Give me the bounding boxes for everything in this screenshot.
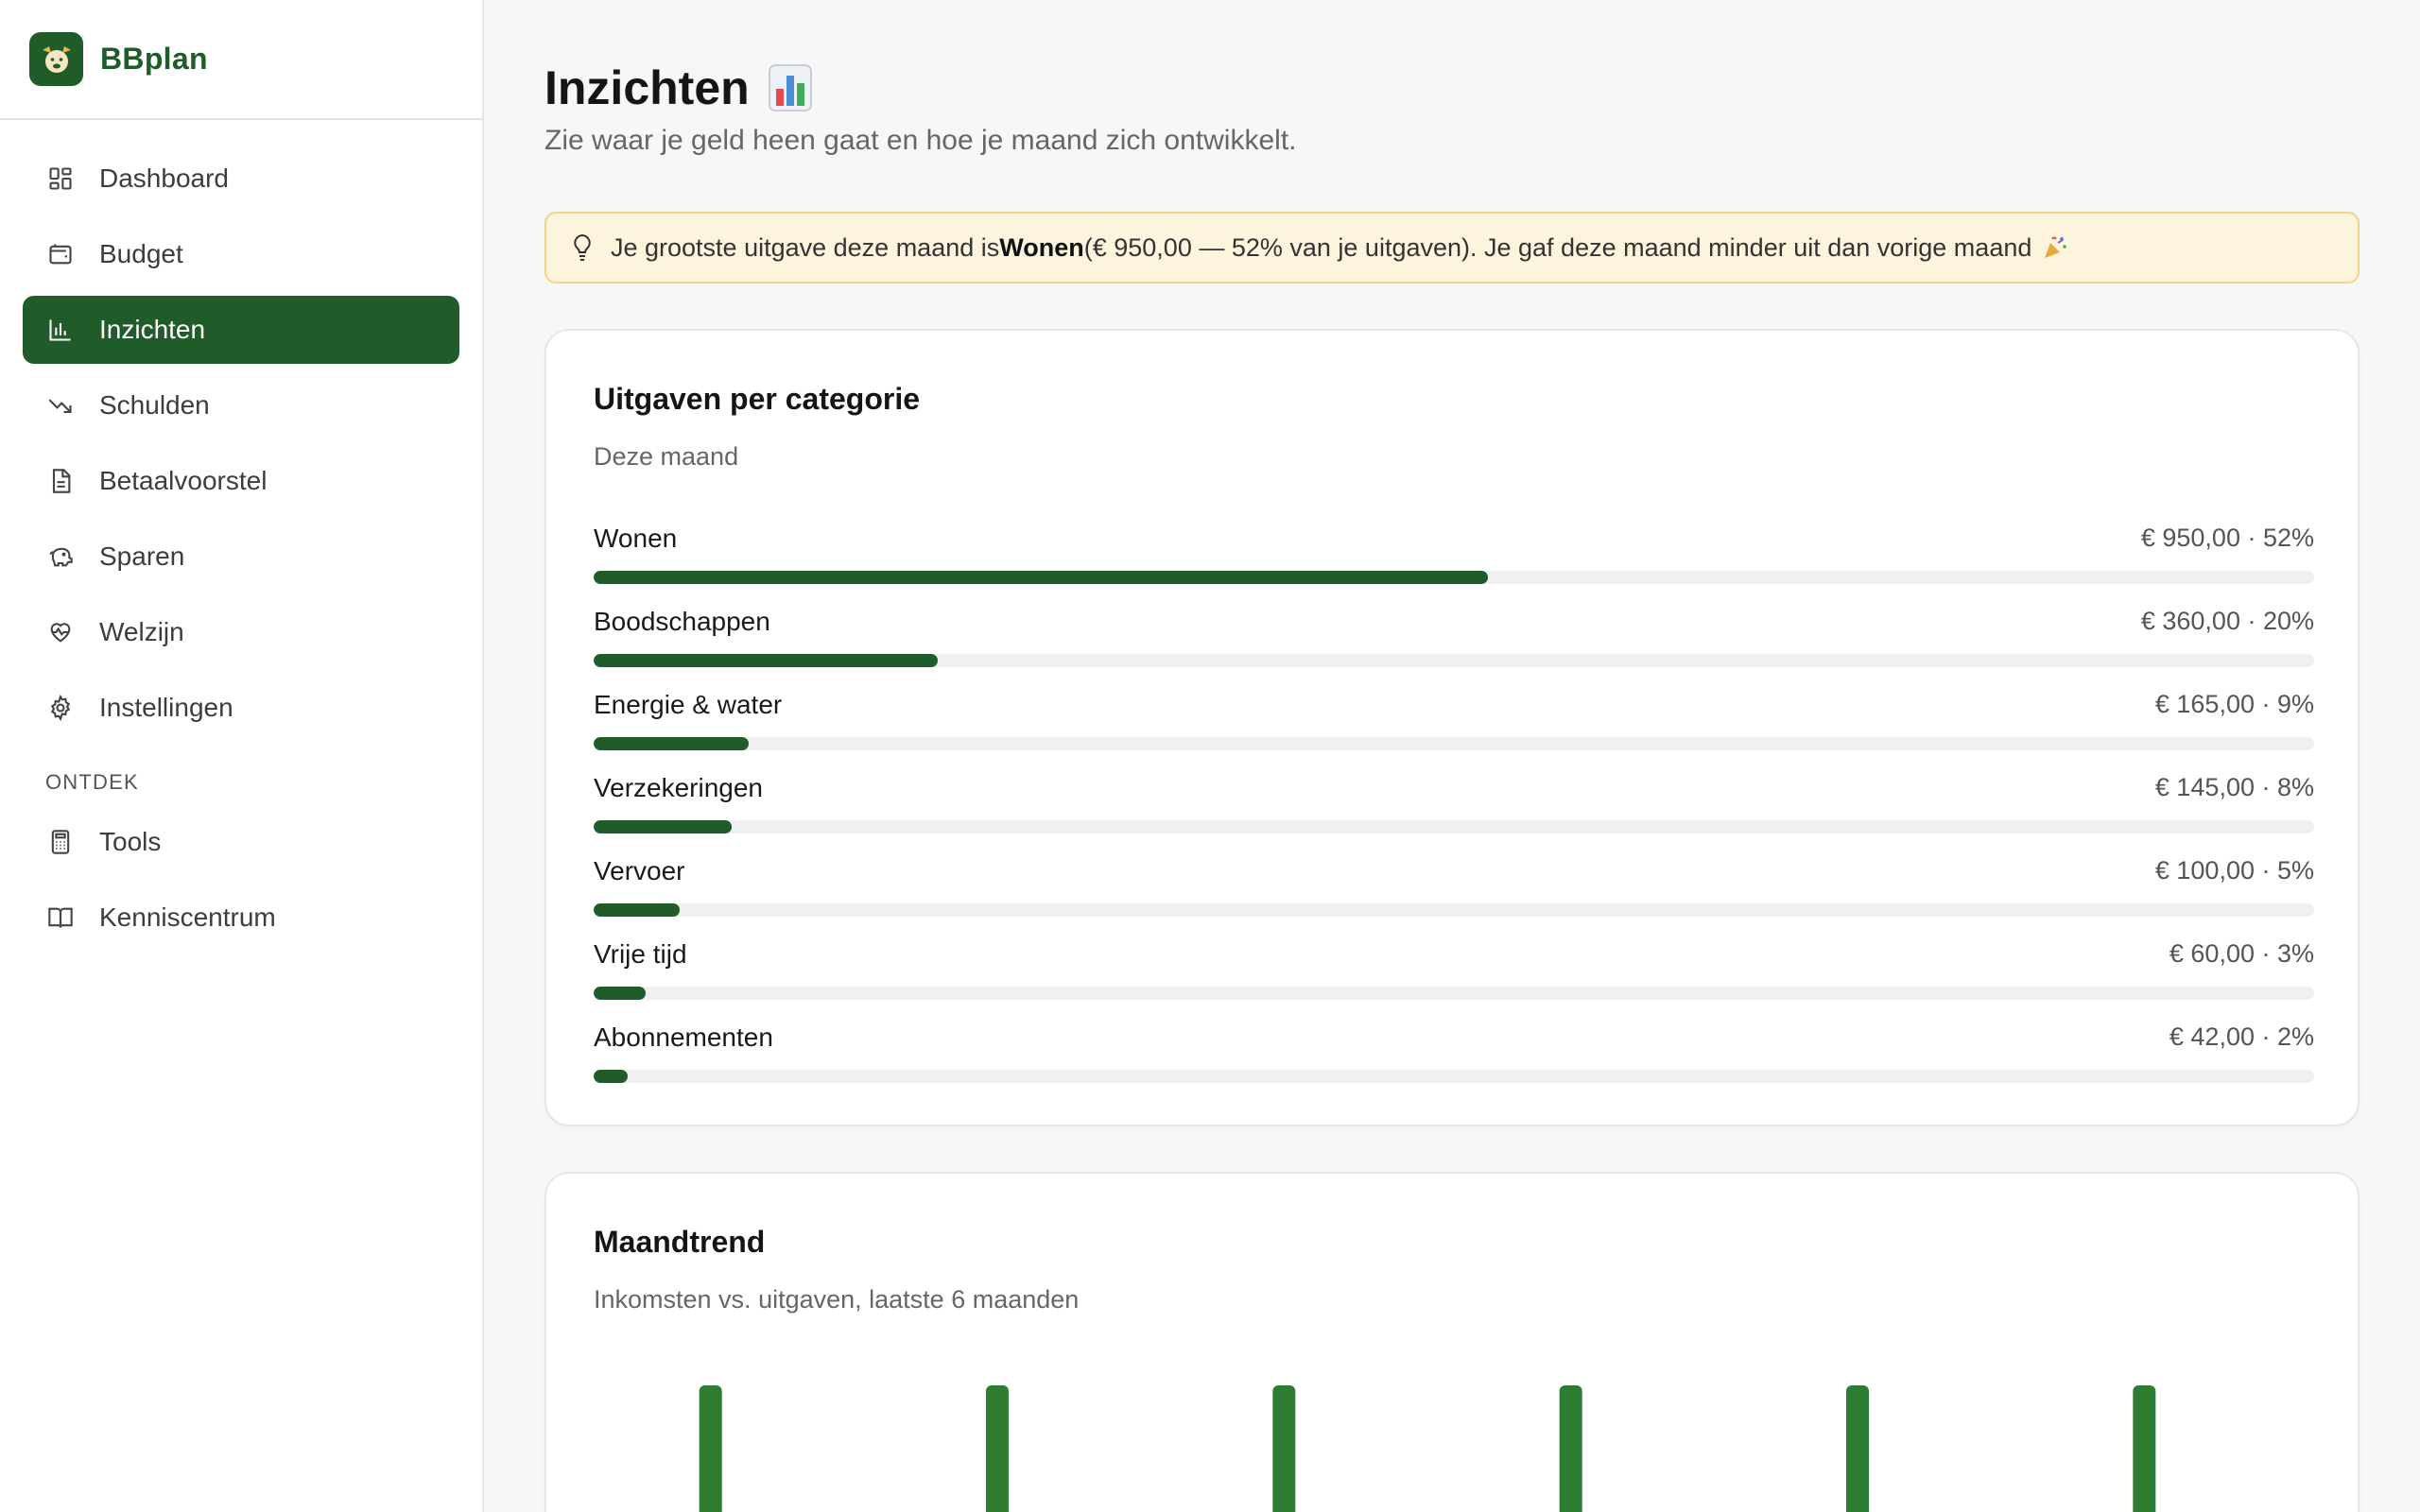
sidebar-item-tools[interactable]: Tools: [23, 808, 459, 876]
category-row: Boodschappen € 360,00 · 20%: [594, 607, 2314, 690]
sidebar-item-welzijn[interactable]: Welzijn: [23, 598, 459, 666]
income-bar: [2133, 1385, 2156, 1512]
category-bar-fill: [594, 987, 646, 1000]
category-row: Energie & water € 165,00 · 9%: [594, 690, 2314, 773]
document-icon: [45, 466, 76, 496]
sidebar-item-label: Welzijn: [99, 617, 184, 646]
brand-name: BBplan: [100, 42, 208, 76]
category-bar-track: [594, 737, 2314, 750]
lightbulb-icon: [571, 233, 594, 262]
dashboard-icon: [45, 163, 76, 194]
category-name: Vrije tijd: [594, 939, 687, 969]
income-bar: [1272, 1385, 1296, 1512]
category-bar-fill: [594, 737, 749, 750]
trend-chart: [699, 1385, 2156, 1512]
sidebar-item-sparen[interactable]: Sparen: [23, 523, 459, 591]
categories-card: Uitgaven per categorie Deze maand Wonen €…: [544, 329, 2360, 1126]
trend-card-subtitle: Inkomsten vs. uitgaven, laatste 6 maande…: [594, 1285, 1080, 1314]
piggy-bank-icon: [45, 541, 76, 572]
category-amount: € 950,00 · 52%: [2140, 524, 2314, 552]
category-name: Boodschappen: [594, 607, 770, 636]
trend-card-title: Maandtrend: [594, 1225, 766, 1259]
category-bar-track: [594, 1070, 2314, 1083]
sidebar-item-instellingen[interactable]: Instellingen: [23, 674, 459, 742]
category-amount: € 100,00 · 5%: [2154, 856, 2314, 885]
insight-highlight: Wonen: [999, 232, 1084, 262]
category-row: Abonnementen € 42,00 · 2%: [594, 1022, 2314, 1106]
logo-icon: [29, 32, 83, 86]
income-bar: [1846, 1385, 1869, 1512]
sidebar-item-label: Schulden: [99, 390, 210, 420]
category-bar-fill: [594, 903, 680, 917]
page-title: Inzichten: [544, 60, 812, 115]
category-list: Wonen € 950,00 · 52% Boodschappen € 360,00 …: [594, 524, 2314, 1106]
sidebar-item-inzichten[interactable]: Inzichten: [23, 296, 459, 364]
category-row: Wonen € 950,00 · 52%: [594, 524, 2314, 607]
gear-icon: [45, 693, 76, 723]
sidebar-item-dashboard[interactable]: Dashboard: [23, 145, 459, 213]
sidebar-item-label: Budget: [99, 239, 183, 268]
page-subtitle: Zie waar je geld heen gaat en hoe je maa…: [544, 125, 1297, 156]
category-amount: € 145,00 · 8%: [2154, 773, 2314, 801]
category-row: Verzekeringen € 145,00 · 8%: [594, 773, 2314, 856]
calculator-icon: [45, 827, 76, 857]
category-bar-fill: [594, 571, 1489, 584]
book-icon: [45, 902, 76, 933]
category-amount: € 165,00 · 9%: [2154, 690, 2314, 718]
sidebar-item-label: Inzichten: [99, 315, 206, 344]
category-name: Wonen: [594, 524, 678, 553]
sidebar-item-betaalvoorstel[interactable]: Betaalvoorstel: [23, 447, 459, 515]
category-bar-track: [594, 571, 2314, 584]
trend-card: Maandtrend Inkomsten vs. uitgaven, laats…: [544, 1172, 2360, 1512]
wallet-icon: [45, 239, 76, 269]
heart-pulse-icon: [45, 617, 76, 647]
category-bar-fill: [594, 654, 938, 667]
categories-card-title: Uitgaven per categorie: [594, 382, 920, 416]
category-amount: € 42,00 · 2%: [2169, 1022, 2314, 1051]
category-bar-track: [594, 654, 2314, 667]
income-bar: [699, 1385, 722, 1512]
category-bar-fill: [594, 820, 732, 833]
brand[interactable]: BBplan: [0, 0, 482, 120]
insight-prefix: Je grootste uitgave deze maand is: [611, 232, 1000, 262]
trending-down-icon: [45, 390, 76, 421]
insight-banner: Je grootste uitgave deze maand is Wonen …: [544, 212, 2360, 284]
sidebar-item-schulden[interactable]: Schulden: [23, 371, 459, 439]
category-amount: € 60,00 · 3%: [2169, 939, 2314, 968]
sidebar-item-label: Tools: [99, 827, 162, 856]
sidebar-item-label: Instellingen: [99, 693, 233, 722]
sidebar-item-kenniscentrum[interactable]: Kenniscentrum: [23, 884, 459, 952]
sidebar-item-label: Dashboard: [99, 163, 229, 193]
category-name: Verzekeringen: [594, 773, 764, 802]
categories-card-subtitle: Deze maand: [594, 442, 739, 471]
income-bar: [986, 1385, 1009, 1512]
chart-emoji-icon: [768, 64, 812, 112]
sidebar-item-label: Sparen: [99, 541, 185, 571]
category-name: Energie & water: [594, 690, 783, 719]
bar-chart-icon: [45, 315, 76, 345]
sidebar-item-label: Kenniscentrum: [99, 902, 276, 932]
sidebar-nav: Dashboard Budget Inzichten Schulden Beta…: [0, 120, 482, 952]
category-bar-fill: [594, 1070, 629, 1083]
category-bar-track: [594, 987, 2314, 1000]
page-title-text: Inzichten: [544, 61, 750, 114]
category-name: Vervoer: [594, 856, 685, 885]
party-popper-icon: [2041, 233, 2069, 262]
category-name: Abonnementen: [594, 1022, 773, 1052]
category-amount: € 360,00 · 20%: [2140, 607, 2314, 635]
income-bar: [1559, 1385, 1582, 1512]
sidebar-section-label: ONTDEK: [45, 770, 139, 794]
sidebar-item-budget[interactable]: Budget: [23, 220, 459, 288]
sidebar: BBplan Dashboard Budget Inzichten Schuld…: [0, 0, 484, 1512]
insight-suffix: (€ 950,00 — 52% van je uitgaven). Je gaf…: [1083, 232, 2032, 262]
sidebar-item-label: Betaalvoorstel: [99, 466, 268, 495]
category-row: Vervoer € 100,00 · 5%: [594, 856, 2314, 939]
category-bar-track: [594, 903, 2314, 917]
category-bar-track: [594, 820, 2314, 833]
category-row: Vrije tijd € 60,00 · 3%: [594, 939, 2314, 1022]
